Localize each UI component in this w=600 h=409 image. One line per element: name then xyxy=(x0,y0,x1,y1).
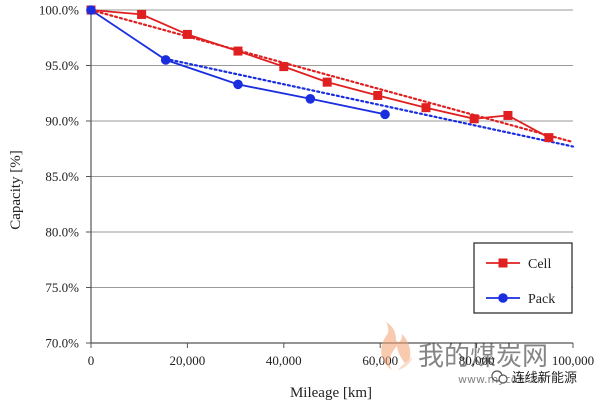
x-tick-label: 40,000 xyxy=(266,353,302,368)
y-tick-label: 100.0% xyxy=(39,3,79,18)
cell-point xyxy=(469,114,479,124)
pack-trend-line xyxy=(164,57,575,148)
y-tick-label: 90.0% xyxy=(45,114,79,129)
y-tick-label: 85.0% xyxy=(45,169,79,184)
cell-trend-line xyxy=(89,8,575,144)
legend-box xyxy=(473,242,573,314)
pack-point xyxy=(160,55,171,65)
trend-lines xyxy=(89,8,575,148)
y-tick-label: 75.0% xyxy=(45,280,79,295)
cell-point xyxy=(137,9,147,19)
x-axis-title: Mileage [km] xyxy=(290,385,372,401)
legend: Cell Pack xyxy=(473,242,573,314)
flame-logo-icon xyxy=(381,322,412,370)
pack-point xyxy=(305,94,316,104)
cell-point xyxy=(322,77,332,87)
y-tick-label: 70.0% xyxy=(45,336,79,351)
watermark-badge: 连线新能源 xyxy=(491,370,577,386)
x-tick-label: 60,000 xyxy=(362,353,398,368)
watermark-brand: 我的煤炭网 xyxy=(418,342,548,372)
y-tick-label: 95.0% xyxy=(45,58,79,73)
pack-point xyxy=(380,109,390,120)
cell-point xyxy=(421,103,431,113)
pack-series-line xyxy=(90,9,386,116)
y-tick-label: 80.0% xyxy=(45,225,79,240)
axes xyxy=(86,9,574,348)
cell-point xyxy=(233,46,243,56)
x-tick-label: 80,000 xyxy=(459,353,495,368)
pack-point xyxy=(233,79,243,90)
x-tick-label: 0 xyxy=(88,353,95,368)
cell-point xyxy=(182,29,192,39)
x-tick-label: 100,000 xyxy=(552,353,594,368)
cell-point xyxy=(503,110,513,120)
y-axis-title: Capacity [%] xyxy=(8,150,24,230)
legend-pack-marker xyxy=(498,293,508,303)
chat-bubble-small-icon xyxy=(498,374,508,384)
watermark-badge-text: 连线新能源 xyxy=(512,370,577,386)
x-tick-label: 20,000 xyxy=(170,353,206,368)
data-series xyxy=(86,5,554,143)
pack-point xyxy=(86,5,96,15)
legend-cell-label: Cell xyxy=(528,257,551,272)
legend-cell-marker xyxy=(498,258,508,268)
cell-point xyxy=(373,90,383,100)
cell-point xyxy=(544,133,554,143)
cell-point xyxy=(279,62,289,72)
legend-pack-label: Pack xyxy=(528,292,555,307)
